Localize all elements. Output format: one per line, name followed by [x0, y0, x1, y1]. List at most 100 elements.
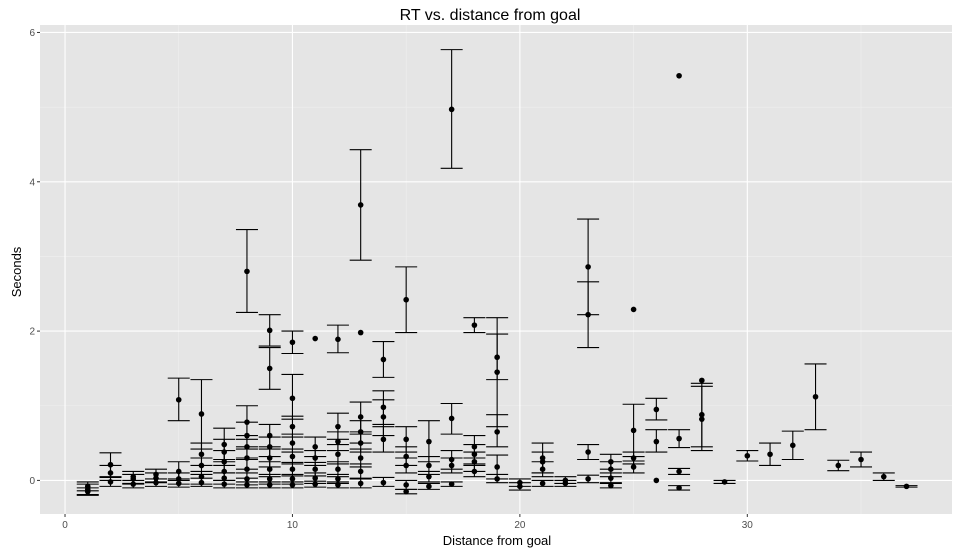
data-point: [244, 482, 250, 488]
data-point: [266, 482, 273, 488]
data-point: [221, 475, 228, 481]
data-point: [471, 451, 478, 458]
data-point: [130, 481, 137, 487]
data-point: [539, 480, 546, 487]
data-point: [289, 339, 296, 346]
data-point: [676, 435, 682, 442]
data-point: [266, 432, 273, 439]
data-point: [403, 296, 409, 303]
data-point: [312, 444, 318, 450]
data-point: [653, 477, 660, 484]
grid-minor: [40, 25, 952, 514]
data-points: [84, 72, 910, 495]
data-point: [403, 436, 409, 443]
data-point: [744, 452, 751, 459]
data-point: [266, 327, 273, 334]
data-point: [608, 482, 614, 489]
data-point: [380, 436, 387, 443]
data-point: [539, 458, 546, 465]
data-point: [426, 438, 432, 445]
data-point: [289, 482, 296, 488]
data-point: [244, 444, 250, 450]
data-point: [266, 476, 273, 482]
data-point: [289, 466, 296, 473]
y-axis: 0 2 4 6: [29, 28, 40, 487]
x-tick-label: 20: [514, 520, 526, 531]
data-point: [585, 476, 591, 482]
data-point: [198, 462, 205, 469]
data-point: [426, 473, 432, 480]
data-point: [175, 396, 182, 403]
data-point: [903, 483, 910, 490]
data-point: [198, 479, 205, 486]
data-point: [107, 461, 114, 468]
y-tick-label: 4: [29, 177, 35, 188]
data-point: [448, 456, 455, 463]
data-point: [471, 468, 478, 475]
data-point: [403, 453, 409, 460]
data-point: [289, 476, 296, 482]
data-point: [266, 365, 273, 372]
data-point: [312, 335, 318, 342]
data-point: [448, 106, 455, 113]
data-point: [221, 481, 228, 487]
data-point: [107, 470, 114, 476]
y-axis-title: Seconds: [9, 246, 24, 297]
data-point: [630, 427, 637, 434]
data-point: [494, 354, 500, 361]
data-point: [175, 468, 182, 475]
data-point: [289, 423, 296, 430]
data-point: [175, 480, 182, 487]
data-point: [426, 462, 432, 469]
data-point: [84, 488, 91, 495]
data-point: [130, 476, 137, 482]
data-point: [448, 415, 455, 422]
data-point: [403, 462, 409, 469]
data-point: [676, 72, 682, 79]
data-point: [858, 456, 864, 463]
data-point: [380, 414, 387, 420]
data-point: [789, 442, 796, 449]
data-point: [630, 455, 637, 461]
data-point: [380, 479, 387, 486]
data-point: [335, 423, 341, 430]
data-point: [539, 466, 546, 473]
data-point: [335, 336, 341, 343]
data-point: [357, 455, 364, 461]
grid-major: [40, 25, 952, 514]
data-point: [426, 483, 432, 490]
data-point: [471, 458, 478, 465]
data-point: [676, 468, 682, 475]
data-point: [335, 476, 341, 482]
data-point: [198, 411, 205, 417]
data-point: [107, 479, 114, 485]
data-point: [221, 449, 228, 455]
x-tick-label: 10: [287, 520, 299, 531]
data-point: [312, 481, 318, 487]
x-axis-title: Distance from goal: [443, 533, 551, 548]
data-point: [608, 458, 614, 465]
data-point: [653, 406, 660, 413]
data-point: [175, 476, 182, 482]
data-point: [244, 268, 250, 275]
data-point: [357, 440, 364, 446]
data-point: [585, 264, 591, 270]
data-point: [266, 444, 273, 450]
data-point: [357, 468, 364, 475]
data-point: [630, 306, 637, 313]
data-point: [357, 202, 364, 208]
data-point: [289, 453, 296, 460]
data-point: [312, 455, 318, 461]
y-tick-label: 2: [29, 327, 35, 338]
data-point: [585, 311, 591, 318]
data-point: [494, 429, 500, 435]
data-point: [608, 466, 614, 473]
data-point: [244, 476, 250, 482]
data-point: [448, 481, 455, 487]
x-tick-label: 30: [742, 520, 754, 531]
data-point: [812, 393, 819, 400]
data-point: [676, 485, 682, 491]
data-point: [198, 473, 205, 480]
data-point: [221, 458, 228, 465]
